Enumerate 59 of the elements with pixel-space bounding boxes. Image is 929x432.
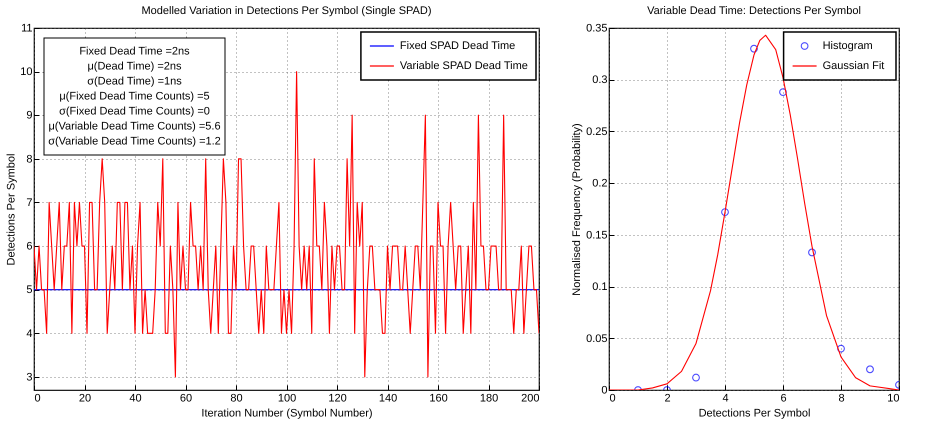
legend-label: Histogram: [822, 40, 873, 52]
line-series: [34, 71, 539, 378]
point: [808, 248, 816, 256]
y-tick-label: 3: [26, 371, 32, 384]
x-tick-label: 0: [610, 392, 616, 404]
chart-title: Modelled Variation in Detections Per Symbol (Single SPAD): [141, 5, 432, 17]
y-tick-label: 0.15: [586, 229, 608, 242]
x-tick-label: 140: [378, 392, 398, 404]
y-tick-label: 0.2: [592, 178, 608, 190]
annotation: μ(Variable Dead Time Counts) =5.6: [48, 120, 221, 132]
x-tick-label: 60: [180, 392, 192, 404]
x-tick-label: 10: [887, 392, 900, 404]
y-tick-label: 5: [26, 284, 32, 296]
point: [837, 344, 845, 353]
y-tick-label: 0: [601, 384, 608, 396]
annotation: Fixed Dead Time =2ns: [79, 46, 190, 58]
point: [779, 88, 787, 96]
y-tick-label: 0.3: [592, 74, 608, 86]
y-tick-label: 0.05: [586, 332, 608, 345]
annotation: μ(Dead Time) =2ns: [87, 60, 182, 72]
x-tick-label: 120: [328, 392, 347, 404]
x-tick-label: 40: [129, 392, 142, 404]
legend-label: Fixed SPAD Dead Time: [400, 40, 516, 52]
x-axis-title: Detections Per Symbol: [698, 408, 810, 420]
x-tick-label: 0: [34, 392, 41, 404]
y-tick-label: 9: [26, 110, 32, 122]
x-tick-label: 80: [230, 392, 243, 404]
legend-label: Gaussian Fit: [822, 60, 884, 72]
y-tick-label: 8: [26, 153, 32, 166]
x-tick-label: 160: [429, 392, 448, 404]
y-tick-label: 11: [21, 22, 32, 34]
x-tick-label: 200: [521, 392, 540, 404]
chart-title: Variable Dead Time: Detections Per Symbol: [647, 5, 861, 17]
y-tick-label: 6: [26, 240, 32, 253]
y-tick-label: 0.25: [586, 126, 608, 138]
point: [750, 44, 758, 53]
y-axis-title: Normalised Frequency (Probability): [571, 123, 584, 296]
annotation: μ(Fixed Dead Time Counts) =5: [59, 90, 210, 102]
x-tick-label: 2: [664, 392, 671, 404]
annotation: σ(Fixed Dead Time Counts) =0: [59, 106, 210, 118]
x-tick-label: 100: [278, 392, 296, 404]
x-tick-label: 4: [722, 392, 729, 404]
annotation: σ(Variable Dead Time Counts) =1.2: [48, 136, 221, 148]
annotation: σ(Dead Time) =1ns: [87, 76, 182, 88]
y-tick-label: 7: [26, 196, 32, 209]
x-tick-label: 8: [838, 392, 845, 404]
x-tick-label: 180: [480, 392, 498, 404]
x-tick-label: 20: [78, 392, 92, 404]
y-tick-label: 10: [20, 66, 32, 78]
point: [721, 208, 729, 216]
y-axis-title: Detections Per Symbol: [5, 154, 18, 266]
y-tick-label: 0.35: [586, 22, 608, 34]
point: [866, 365, 874, 374]
point: [692, 374, 700, 382]
legend-label: Variable SPAD Dead Time: [400, 60, 528, 72]
x-tick-label: 6: [780, 392, 787, 404]
y-tick-label: 0.1: [592, 281, 608, 294]
y-tick-label: 4: [26, 328, 32, 340]
x-axis-title: Iteration Number (Symbol Number): [201, 408, 373, 420]
